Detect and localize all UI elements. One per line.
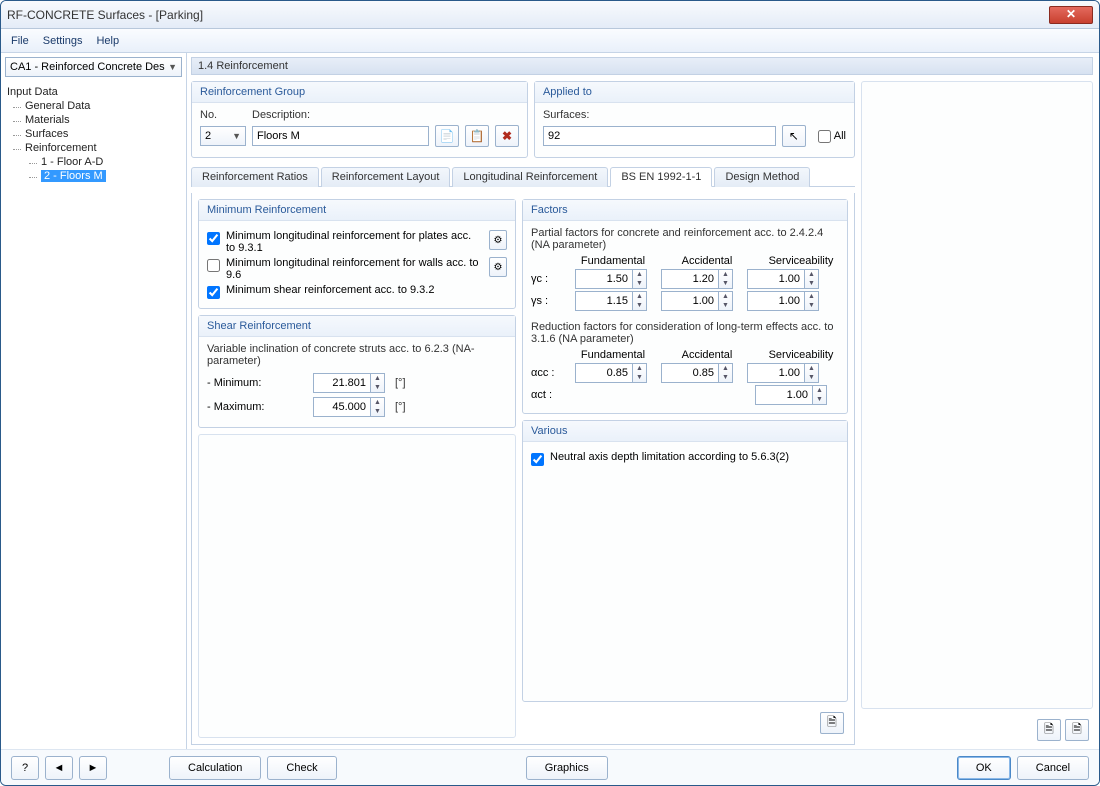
group-factors: Factors Partial factors for concrete and… [522, 199, 848, 414]
chevron-down-icon: ▼ [232, 131, 241, 141]
graphics-button[interactable]: Graphics [526, 756, 608, 780]
all-checkbox[interactable]: All [818, 130, 846, 143]
row-alpha-ct: αct : ▲▼ [531, 385, 839, 405]
group-various: Various Neutral axis depth limitation ac… [522, 420, 848, 702]
menu-file[interactable]: File [11, 35, 29, 47]
calculation-button[interactable]: Calculation [169, 756, 261, 780]
empty-panel [198, 434, 516, 738]
settings-icon[interactable]: ⚙ [489, 230, 507, 250]
check-neutral-axis[interactable]: Neutral axis depth limitation according … [531, 451, 839, 466]
max-angle-input[interactable]: ▲▼ [313, 397, 385, 417]
footer: ? ◄ ► Calculation Check Graphics OK Canc… [1, 749, 1099, 785]
help-button[interactable]: ? [11, 756, 39, 780]
no-label: No. [200, 109, 246, 121]
check-button[interactable]: Check [267, 756, 336, 780]
tree-item-materials[interactable]: Materials [7, 113, 180, 127]
tab-longitudinal[interactable]: Longitudinal Reinforcement [452, 167, 608, 187]
delete-icon[interactable]: ✖ [495, 125, 519, 147]
tab-ratios[interactable]: Reinforcement Ratios [191, 167, 319, 187]
case-combo-value: CA1 - Reinforced Concrete Des [10, 61, 165, 73]
preview-panel [861, 81, 1093, 709]
row-gamma-s: γs : ▲▼ ▲▼ ▲▼ [531, 291, 839, 311]
group-applied-to: Applied to Surfaces: ↖ All [534, 81, 855, 158]
tree-sub-floors-m[interactable]: 2 - Floors M [7, 169, 180, 183]
page-title: 1.4 Reinforcement [191, 57, 1093, 75]
tab-col-right: Factors Partial factors for concrete and… [522, 199, 848, 738]
tab-body: Minimum Reinforcement Minimum longitudin… [191, 193, 855, 745]
group-reinforcement-group: Reinforcement Group No. Description: 2▼ [191, 81, 528, 158]
check-walls[interactable]: Minimum longitudinal reinforcement for w… [207, 257, 507, 281]
tree-item-surfaces[interactable]: Surfaces [7, 127, 180, 141]
titlebar: RF-CONCRETE Surfaces - [Parking] ✕ [1, 1, 1099, 29]
menu-help[interactable]: Help [96, 35, 119, 47]
group-min-reinforcement: Minimum Reinforcement Minimum longitudin… [198, 199, 516, 309]
tab-layout[interactable]: Reinforcement Layout [321, 167, 451, 187]
view-icon-2[interactable]: 🗎 [1065, 719, 1089, 741]
app-window: RF-CONCRETE Surfaces - [Parking] ✕ File … [0, 0, 1100, 786]
settings-icon[interactable]: ⚙ [489, 257, 507, 277]
tree-item-general[interactable]: General Data [7, 99, 180, 113]
min-angle-input[interactable]: ▲▼ [313, 373, 385, 393]
chevron-down-icon: ▼ [168, 62, 177, 72]
surfaces-input[interactable] [543, 126, 776, 146]
case-combo[interactable]: CA1 - Reinforced Concrete Des ▼ [5, 57, 182, 77]
right-pane: 1.4 Reinforcement Reinforcement Group No… [191, 57, 1093, 745]
tree-sub-floor-ad[interactable]: 1 - Floor A-D [7, 155, 180, 169]
content: Reinforcement Group No. Description: 2▼ [191, 81, 1093, 745]
tree-item-reinforcement[interactable]: Reinforcement [7, 141, 180, 155]
surfaces-label: Surfaces: [543, 109, 589, 121]
view-icon-1[interactable]: 🗎 [1037, 719, 1061, 741]
check-shear[interactable]: Minimum shear reinforcement acc. to 9.3.… [207, 284, 507, 299]
left-pane: CA1 - Reinforced Concrete Des ▼ Input Da… [1, 53, 187, 749]
group-title: Reinforcement Group [192, 82, 527, 103]
col-left: Reinforcement Group No. Description: 2▼ [191, 81, 855, 745]
pick-icon[interactable]: ↖ [782, 125, 806, 147]
next-button[interactable]: ► [79, 756, 107, 780]
desc-label: Description: [252, 109, 310, 121]
window-title: RF-CONCRETE Surfaces - [Parking] [7, 8, 203, 22]
no-select[interactable]: 2▼ [200, 126, 246, 146]
menubar: File Settings Help [1, 29, 1099, 53]
close-button[interactable]: ✕ [1049, 6, 1093, 24]
col-right: 🗎 🗎 [861, 81, 1093, 745]
group-shear-reinforcement: Shear Reinforcement Variable inclination… [198, 315, 516, 428]
description-input[interactable] [252, 126, 429, 146]
tab-bs-en[interactable]: BS EN 1992-1-1 [610, 167, 712, 187]
main-area: CA1 - Reinforced Concrete Des ▼ Input Da… [1, 53, 1099, 749]
prev-button[interactable]: ◄ [45, 756, 73, 780]
row-alpha-cc: αcc : ▲▼ ▲▼ ▲▼ [531, 363, 839, 383]
details-icon[interactable]: 🗎 [820, 712, 844, 734]
menu-settings[interactable]: Settings [43, 35, 83, 47]
row-gamma-c: γc : ▲▼ ▲▼ ▲▼ [531, 269, 839, 289]
tab-col-left: Minimum Reinforcement Minimum longitudin… [198, 199, 516, 738]
tree-root[interactable]: Input Data [7, 85, 180, 99]
group-title: Applied to [535, 82, 854, 103]
ok-button[interactable]: OK [957, 756, 1011, 780]
tabs: Reinforcement Ratios Reinforcement Layou… [191, 166, 855, 187]
new-icon[interactable]: 📄 [435, 125, 459, 147]
check-plates[interactable]: Minimum longitudinal reinforcement for p… [207, 230, 507, 254]
cancel-button[interactable]: Cancel [1017, 756, 1089, 780]
copy-icon[interactable]: 📋 [465, 125, 489, 147]
nav-tree: Input Data General Data Materials Surfac… [1, 81, 186, 187]
tab-design-method[interactable]: Design Method [714, 167, 810, 187]
